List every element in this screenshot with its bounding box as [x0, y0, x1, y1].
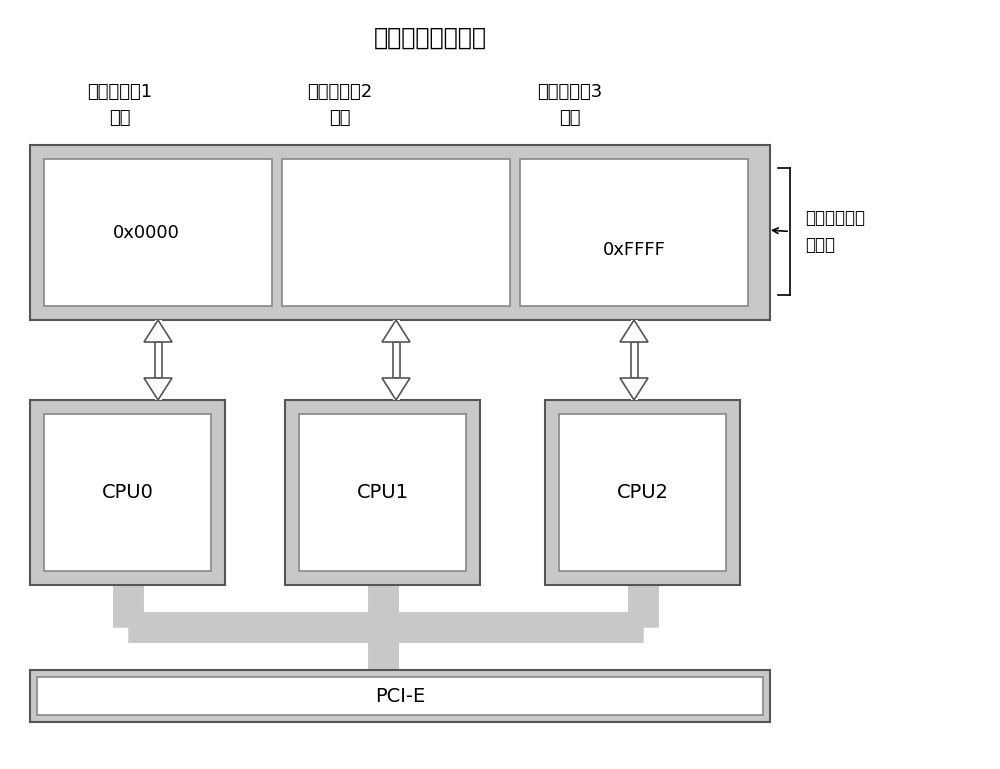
Text: CPU0: CPU0	[102, 483, 153, 502]
Text: 0x0000: 0x0000	[113, 224, 180, 241]
Bar	[559, 414, 726, 571]
Bar	[37, 677, 763, 715]
Bar	[285, 400, 480, 585]
Bar	[154, 342, 162, 378]
Polygon shape	[382, 378, 410, 400]
Text: 共享虚拟内存
寻址表: 共享虚拟内存 寻址表	[805, 209, 865, 254]
Bar	[30, 145, 770, 320]
Text: 0xFFFF: 0xFFFF	[603, 241, 665, 259]
Text: 计算机设备3
内存: 计算机设备3 内存	[537, 83, 603, 127]
Text: CPU2: CPU2	[616, 483, 668, 502]
Bar	[282, 159, 510, 306]
Bar	[44, 159, 272, 306]
Bar	[520, 159, 748, 306]
Text: CPU1: CPU1	[356, 483, 409, 502]
Bar	[392, 342, 400, 378]
Text: 计算机设备1
内存: 计算机设备1 内存	[87, 83, 153, 127]
Bar	[44, 414, 211, 571]
Polygon shape	[144, 378, 172, 400]
Text: 计算机设备2
内存: 计算机设备2 内存	[307, 83, 373, 127]
Text: 单一内存空间地址: 单一内存空间地址	[374, 26, 486, 50]
Polygon shape	[382, 320, 410, 342]
Bar	[30, 400, 225, 585]
Bar	[30, 670, 770, 722]
Polygon shape	[620, 320, 648, 342]
Bar	[631, 342, 638, 378]
Bar	[154, 320, 162, 400]
Bar	[392, 320, 400, 400]
Text: PCI-E: PCI-E	[375, 687, 425, 705]
Polygon shape	[620, 378, 648, 400]
Bar	[545, 400, 740, 585]
Polygon shape	[144, 320, 172, 342]
Bar	[631, 320, 638, 400]
Bar	[299, 414, 466, 571]
